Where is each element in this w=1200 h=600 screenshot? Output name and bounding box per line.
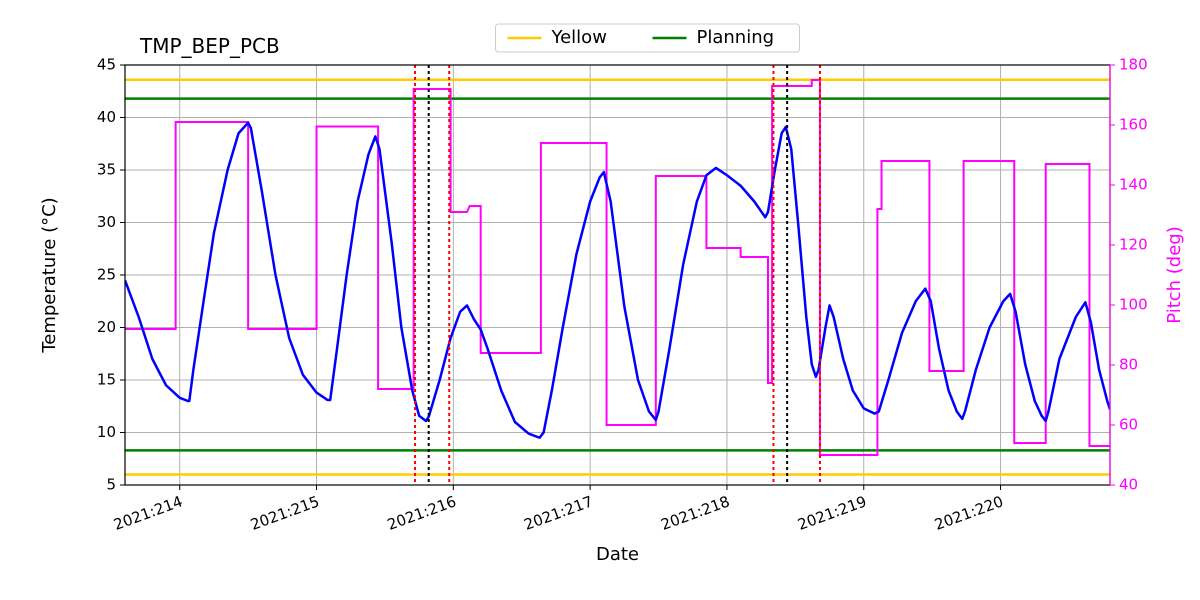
svg-text:10: 10 [97,423,116,441]
svg-text:180: 180 [1119,56,1148,74]
svg-text:30: 30 [97,213,116,231]
svg-text:20: 20 [97,318,116,336]
svg-text:15: 15 [97,371,116,389]
svg-text:120: 120 [1119,236,1148,254]
svg-text:140: 140 [1119,176,1148,194]
svg-text:100: 100 [1119,296,1148,314]
svg-text:Date: Date [596,544,639,565]
svg-text:35: 35 [97,161,116,179]
svg-text:40: 40 [1119,476,1138,494]
svg-text:60: 60 [1119,416,1138,434]
svg-text:Pitch (deg): Pitch (deg) [1164,226,1185,324]
svg-text:160: 160 [1119,116,1148,134]
svg-text:TMP_BEP_PCB: TMP_BEP_PCB [139,34,280,58]
svg-text:80: 80 [1119,356,1138,374]
svg-text:45: 45 [97,56,116,74]
svg-text:25: 25 [97,266,116,284]
svg-text:5: 5 [106,476,116,494]
svg-text:Temperature (°C): Temperature (°C) [39,197,60,353]
chart-svg: 5101520253035404540608010012014016018020… [0,0,1200,600]
svg-text:Yellow: Yellow [551,27,607,48]
temperature-pitch-chart: 5101520253035404540608010012014016018020… [0,0,1200,600]
svg-text:Planning: Planning [697,27,775,48]
svg-text:40: 40 [97,108,116,126]
